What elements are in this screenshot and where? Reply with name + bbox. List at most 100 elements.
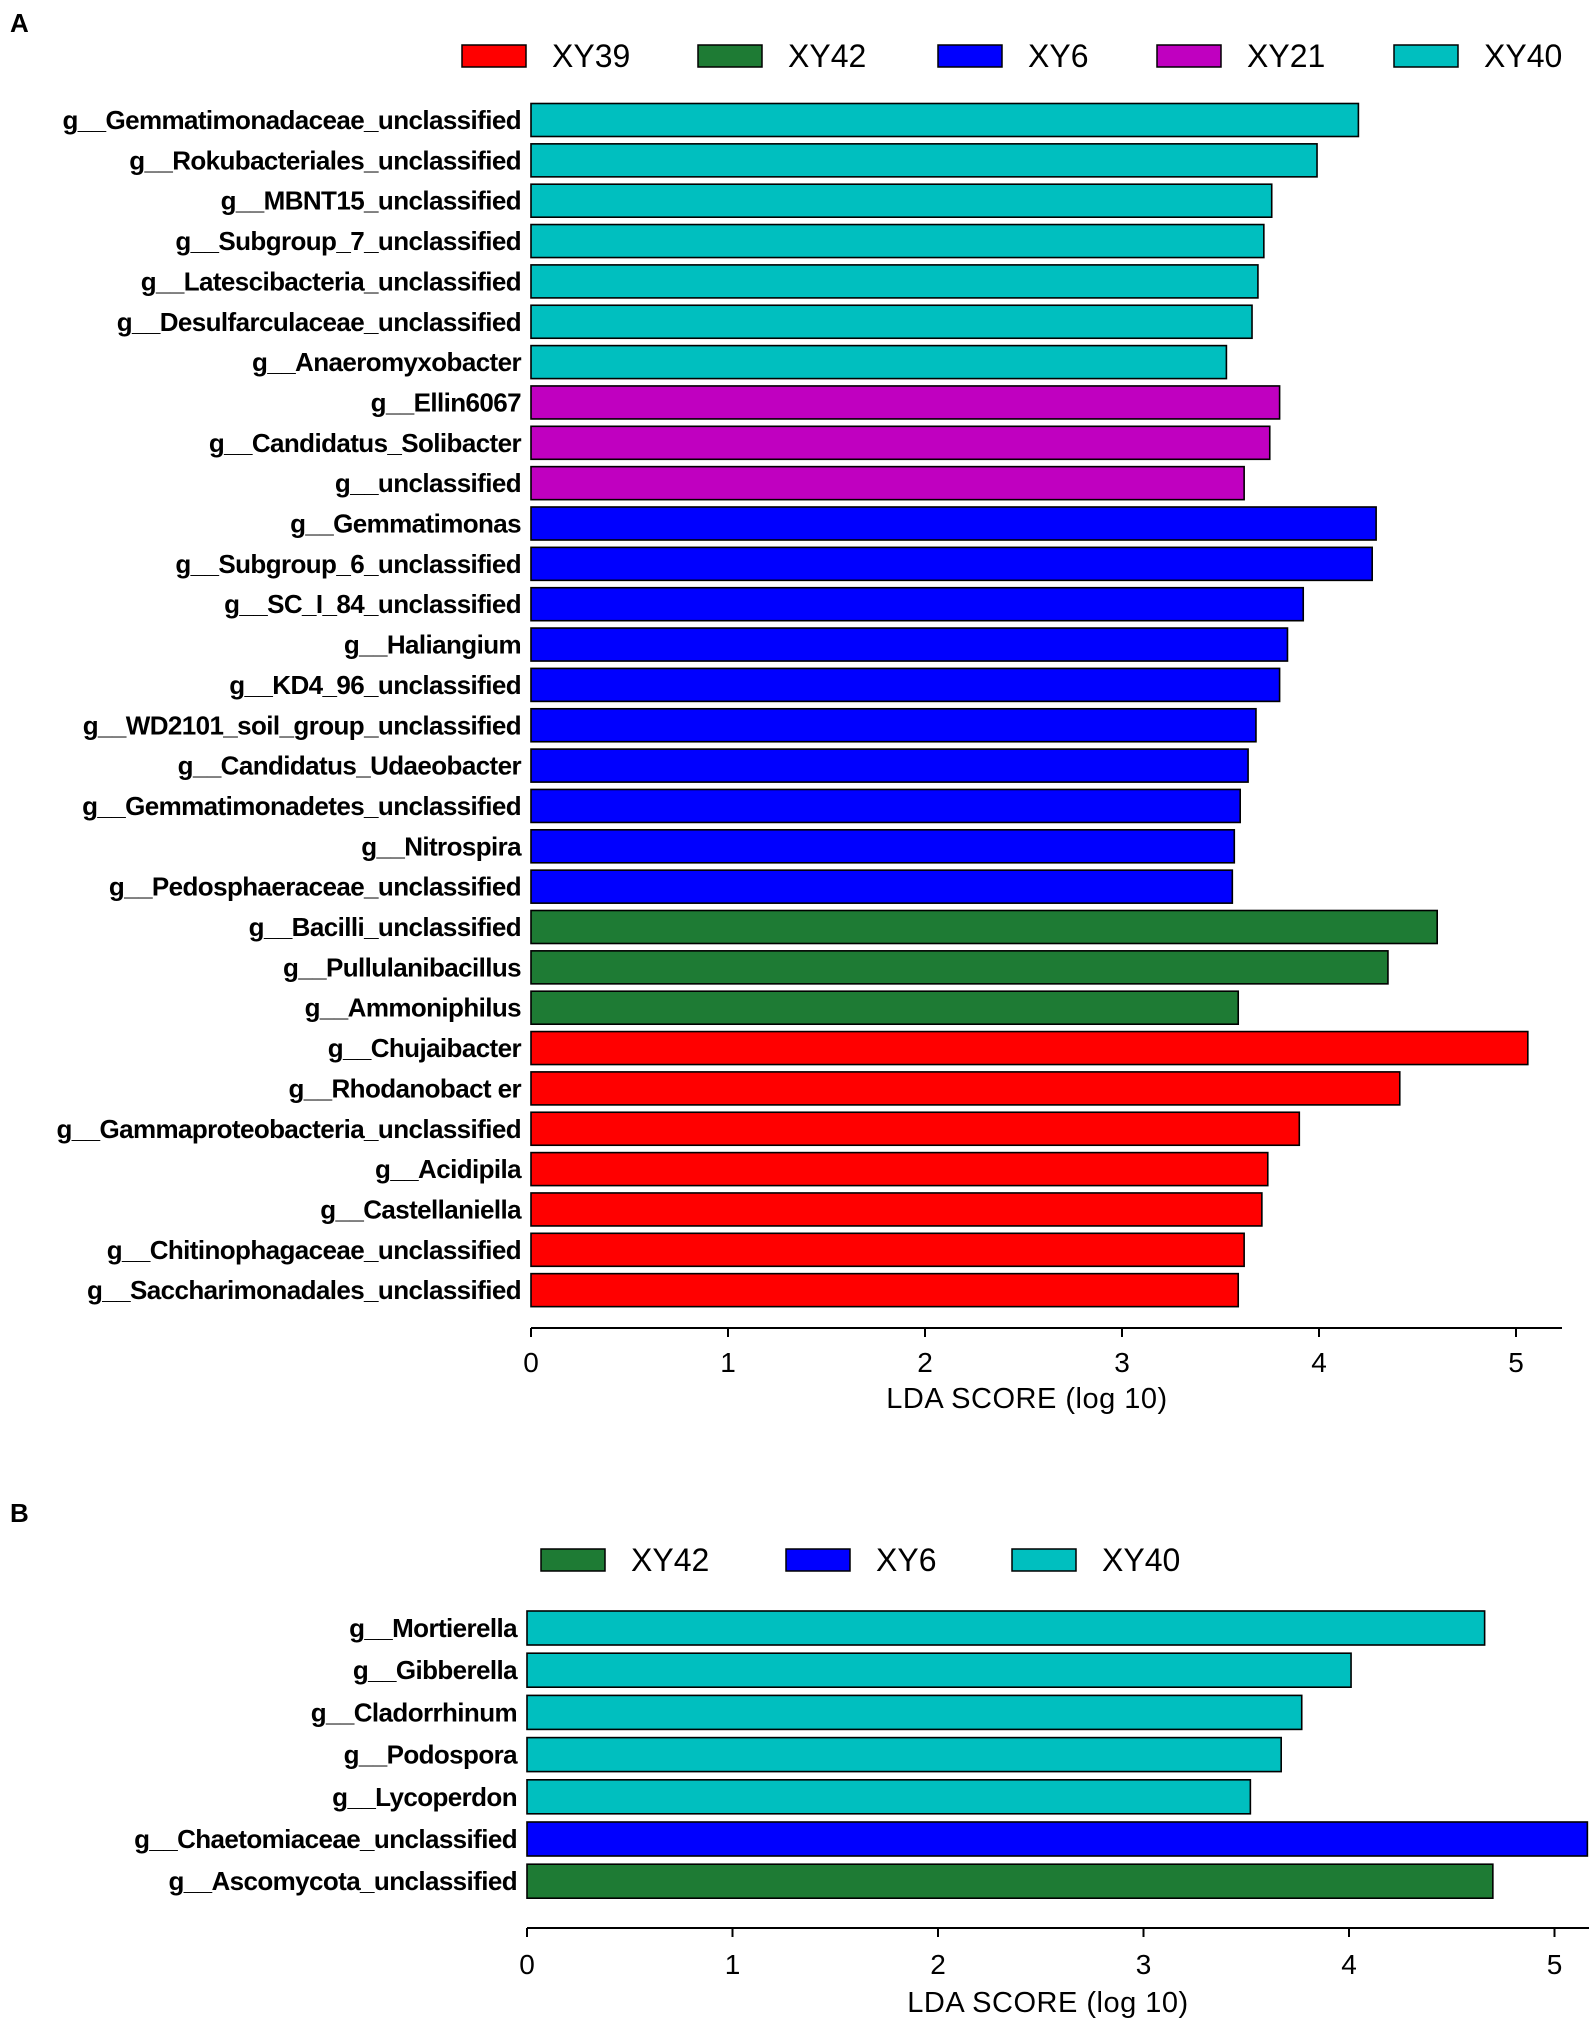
category-label: g__Subgroup_6_unclassified [175,549,521,579]
bar [530,950,1389,985]
legend-swatch-xy42 [697,44,763,68]
bar [530,667,1281,703]
legend-label-xy6: XY6 [1028,38,1088,74]
legend: XY42 XY6 XY40 [540,1542,1180,1578]
category-label: g__Pullulanibacillus [283,952,521,982]
x-axis-title: LDA SCORE (log 10) [886,1383,1167,1415]
bars [526,1610,1589,1899]
bar [530,788,1242,824]
category-label: g__Gemmatimonadetes_unclassified [82,791,521,821]
category-label: g__KD4_96_unclassified [229,670,521,700]
legend-label-xy40: XY40 [1102,1542,1180,1578]
bars [530,102,1529,1308]
bar [526,1694,1303,1731]
legend-swatch-xy40 [1393,44,1459,68]
bar [530,304,1253,340]
category-labels: g__Mortierella g__Gibberella g__Cladorrhin… [134,1613,519,1896]
x-tick-label: 4 [1341,1949,1357,1980]
bar [530,1111,1301,1147]
x-tick-label: 5 [1508,1347,1524,1378]
category-label: g__Saccharimonadales_unclassified [87,1275,521,1305]
category-label: g__Podospora [344,1740,519,1770]
category-label: g__MBNT15_unclassified [221,186,521,216]
bar [526,1821,1589,1857]
bar [530,425,1271,461]
category-label: g__Gemmatimonas [290,509,521,539]
category-label: g__unclassified [335,468,521,498]
bar [530,1071,1401,1106]
category-label: g__Gibberella [353,1655,518,1685]
category-label: g__Latescibacteria_unclassified [141,266,521,296]
legend-swatch-xy40 [1011,1548,1077,1572]
legend-label-xy42: XY42 [631,1542,709,1578]
legend-label-xy40: XY40 [1484,38,1562,74]
bar [530,223,1265,259]
legend-swatch-xy6 [785,1548,851,1572]
x-tick-label: 1 [720,1347,736,1378]
bar [530,1232,1245,1268]
category-label: g__Rokubacteriales_unclassified [129,145,521,175]
category-label: g__Cladorrhinum [311,1697,517,1727]
x-tick-label: 4 [1311,1347,1327,1378]
bar [530,264,1259,299]
category-label: g__Desulfarculaceae_unclassified [117,307,521,337]
legend-swatch-xy42 [540,1548,606,1572]
bar [526,1610,1486,1646]
bar [530,1192,1263,1227]
bar [530,102,1360,138]
x-tick-label: 3 [1114,1347,1130,1378]
category-label: g__Bacilli_unclassified [249,912,521,942]
x-tick-label: 1 [725,1949,741,1980]
category-label: g__Ellin6067 [371,387,521,417]
bar [526,1863,1494,1899]
legend: XY39 XY42 XY6 XY21 XY40 [461,38,1562,74]
legend-swatch-xy6 [937,44,1003,68]
x-tick-label: 5 [1547,1949,1563,1980]
category-label: g__SC_I_84_unclassified [224,589,521,619]
x-axis: 0 1 2 3 4 5 LDA SCORE (log 10) [519,1927,1589,2019]
category-label: g__Chitinophagaceae_unclassified [107,1235,521,1265]
category-label: g__Mortierella [349,1613,518,1643]
bar [530,506,1377,541]
bar [530,990,1240,1026]
category-label: g__Subgroup_7_unclassified [175,226,521,256]
category-label: g__Castellaniella [320,1194,522,1224]
bar [530,869,1234,904]
panel-letter: A [10,8,29,38]
bar [526,1779,1252,1815]
bar [530,828,1236,864]
bar [530,1030,1529,1066]
category-label: g__Gammaproteobacteria_unclassified [56,1114,521,1144]
category-labels: g__Gemmatimonadaceae_unclassified g__Roku… [56,105,522,1305]
bar [530,385,1281,420]
category-label: g__Ascomycota_unclassified [168,1866,517,1896]
x-tick-label: 0 [519,1949,535,1980]
legend-label-xy39: XY39 [552,38,630,74]
bar [530,627,1289,662]
bar [530,344,1228,380]
bar [530,1272,1240,1308]
category-label: g__Rhodanobact er [288,1073,521,1103]
legend-label-xy6: XY6 [876,1542,936,1578]
category-label: g__Pedosphaeraceae_unclassified [109,872,521,902]
category-label: g__Acidipila [375,1154,522,1184]
bar [526,1736,1282,1773]
category-label: g__Ammoniphilus [305,993,521,1023]
bar [530,586,1305,622]
category-label: g__Gemmatimonadaceae_unclassified [62,105,521,135]
panel-b: B XY42 XY6 XY40 g__Mortierella g__Gibberellag… [10,1498,1589,2019]
bar [530,748,1249,783]
legend-label-xy42: XY42 [788,38,866,74]
legend-swatch-xy21 [1156,44,1222,68]
category-label: g__Chujaibacter [328,1033,522,1063]
category-label: g__Candidatus_Udaeobacter [178,751,522,781]
category-label: g__Anaeromyxobacter [252,347,521,377]
category-label: g__WD2101_soil_group_unclassified [83,710,521,740]
x-axis: 0 1 2 3 4 5 LDA SCORE (log 10) [523,1327,1562,1415]
bar [530,143,1318,178]
x-tick-label: 3 [1136,1949,1152,1980]
bar [530,465,1245,501]
legend-label-xy21: XY21 [1247,38,1325,74]
x-tick-label: 2 [930,1949,946,1980]
bar [530,546,1373,582]
